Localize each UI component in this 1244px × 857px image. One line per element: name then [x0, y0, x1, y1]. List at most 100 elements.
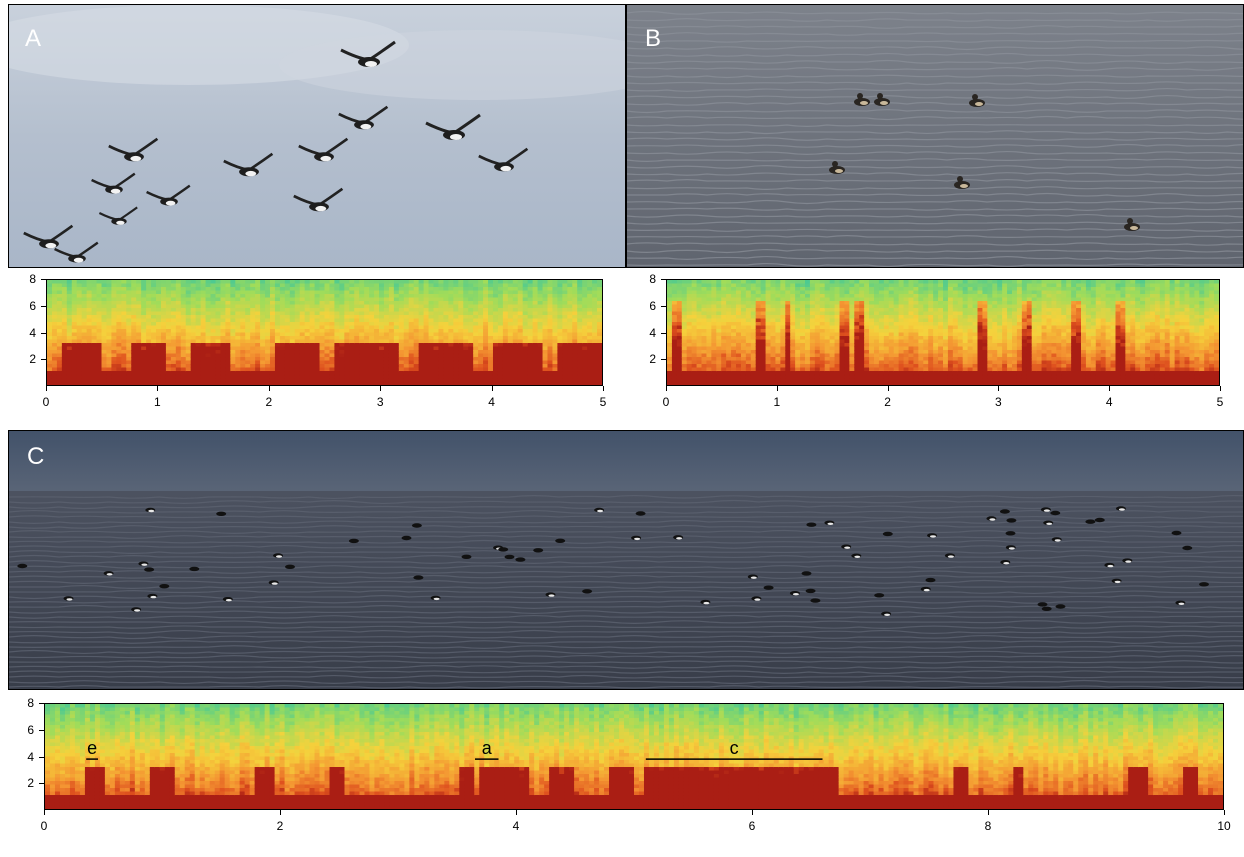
seabird	[555, 538, 566, 543]
seabird	[882, 531, 893, 537]
seabird	[1085, 519, 1096, 524]
seabird	[805, 588, 816, 594]
x-tick	[46, 386, 47, 391]
y-tick	[41, 279, 46, 280]
seabird	[1175, 600, 1186, 605]
x-tick	[491, 386, 493, 391]
seabird	[1050, 510, 1061, 516]
y-tick-label: 8	[649, 272, 656, 286]
x-tick-label: 6	[748, 819, 756, 833]
x-tick	[280, 810, 281, 815]
seabird	[927, 533, 937, 538]
seabird	[1122, 558, 1133, 563]
x-tick	[666, 386, 667, 391]
x-tick	[887, 386, 889, 391]
photo-panel-b: B	[626, 4, 1244, 268]
seabird	[1094, 517, 1105, 523]
spectrogram-a-plot	[46, 279, 603, 386]
flying-bird	[298, 137, 349, 162]
seabird	[147, 593, 158, 599]
y-tick-label: 8	[29, 272, 36, 286]
seabird	[631, 535, 642, 541]
seabird	[413, 575, 424, 580]
photo-panel-c: C	[8, 430, 1244, 690]
flying-bird	[340, 40, 396, 67]
x-tick	[1109, 386, 1111, 391]
x-tick-label: 2	[884, 395, 891, 409]
seabird	[285, 564, 295, 569]
seabird	[789, 591, 800, 596]
seabird	[944, 553, 955, 558]
y-tick-label: 6	[27, 722, 34, 737]
swimming-bird	[874, 93, 890, 106]
seabird	[159, 584, 170, 589]
x-tick-label: 3	[376, 395, 384, 409]
seabird	[763, 585, 774, 590]
seabird	[1005, 531, 1016, 536]
annotation-label-a: a	[482, 738, 493, 758]
seabird	[635, 511, 646, 516]
x-tick-label: 5	[599, 395, 607, 409]
seabird	[515, 557, 526, 562]
seabird	[986, 516, 997, 521]
seabird-flock-group	[17, 506, 1209, 616]
y-tick	[661, 332, 666, 334]
y-tick	[661, 279, 666, 280]
y-tick-label: 6	[29, 298, 36, 313]
x-tick	[988, 810, 989, 815]
y-tick	[41, 305, 46, 307]
y-tick-label: 4	[29, 325, 36, 340]
flying-bird	[91, 172, 136, 194]
x-tick-label: 0	[662, 395, 670, 409]
seabird	[411, 523, 422, 528]
x-tick-label: 1	[154, 395, 161, 409]
x-tick	[1224, 810, 1225, 815]
annotation-label-c: c	[730, 738, 739, 758]
seabird	[1000, 560, 1011, 565]
seabird	[1051, 537, 1062, 542]
y-tick-label: 4	[27, 749, 34, 764]
seabird	[920, 586, 931, 592]
seabird	[145, 507, 156, 513]
x-tick-label: 8	[984, 819, 992, 833]
x-tick-label: 4	[488, 395, 495, 409]
swimming-bird-group	[829, 93, 1140, 231]
seabird	[504, 554, 515, 560]
seabird	[1037, 602, 1048, 607]
x-tick	[776, 386, 778, 391]
seabird	[851, 553, 862, 558]
y-tick	[41, 359, 46, 361]
panel-label-a: A	[25, 25, 42, 52]
seabird	[1199, 582, 1209, 587]
seabird	[461, 554, 472, 559]
seabird	[216, 511, 227, 516]
flying-bird	[108, 137, 159, 162]
seabird	[1171, 530, 1182, 536]
x-tick	[516, 810, 517, 815]
y-tick	[41, 332, 46, 334]
seabird	[1041, 606, 1052, 611]
flying-bird	[338, 105, 389, 130]
swimming-bird	[969, 94, 985, 107]
seabird	[63, 596, 74, 601]
seabird	[138, 561, 149, 566]
flying-bird-group	[23, 40, 529, 263]
panel-label-c: C	[27, 443, 45, 470]
x-tick-label: 5	[1216, 395, 1224, 409]
x-tick-label: 4	[1105, 395, 1113, 409]
x-tick	[380, 386, 382, 391]
seabird	[874, 593, 885, 598]
seabird	[801, 571, 812, 576]
seabird	[1005, 545, 1016, 550]
seabird	[545, 592, 556, 597]
flying-bird	[223, 152, 274, 177]
x-tick	[998, 386, 1000, 391]
seabird	[999, 509, 1010, 514]
y-tick	[661, 305, 666, 307]
annotation-label-e: e	[87, 738, 97, 758]
x-tick	[157, 386, 159, 391]
x-tick	[752, 810, 753, 815]
seabird	[533, 548, 544, 553]
x-tick-label: 2	[276, 819, 284, 833]
